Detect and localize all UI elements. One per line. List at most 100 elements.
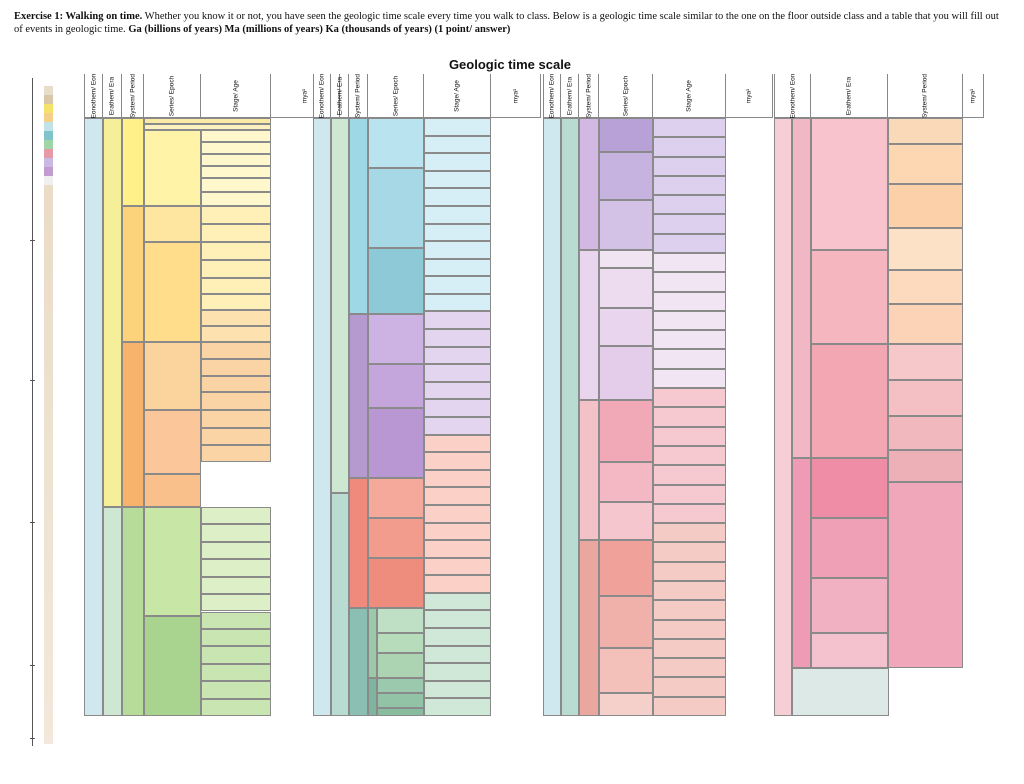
header-cell: mya¹ <box>726 74 773 118</box>
stage-cell <box>653 503 726 524</box>
intro-paragraph: Exercise 1: Walking on time. Whether you… <box>14 10 1010 36</box>
stage-cell <box>424 417 491 435</box>
panel-cenozoic: Eonothem/ Eon Erathem/ Era System/ Period S… <box>84 73 340 716</box>
epoch-cell <box>599 462 653 502</box>
stage-cell <box>653 445 726 466</box>
stage-cell <box>201 576 271 595</box>
stage-cell <box>653 523 726 543</box>
epoch-cell <box>377 678 424 693</box>
stage-cell <box>424 364 491 382</box>
epoch-cell <box>599 346 653 400</box>
stage-cell <box>201 130 271 142</box>
stage-cell <box>653 658 726 678</box>
stage-cell <box>201 628 271 647</box>
stage-cell <box>201 310 271 326</box>
stage-cell <box>653 368 726 389</box>
header-cell: Stage/ Age <box>201 74 271 118</box>
epoch-cell <box>599 308 653 346</box>
period-cell <box>349 478 368 608</box>
eon-cell <box>543 118 561 716</box>
stage-cell <box>653 426 726 446</box>
period-cell <box>579 118 599 250</box>
stage-cell <box>653 465 726 485</box>
stage-cell <box>653 175 726 196</box>
header-label: mya¹ <box>745 88 753 103</box>
stage-cell <box>653 310 726 331</box>
stage-cell <box>424 434 491 453</box>
stage-cell <box>424 276 491 294</box>
header-cell: Series/ Epoch <box>368 74 424 118</box>
stage-cell <box>201 428 271 445</box>
epoch-cell <box>368 478 424 518</box>
epoch-cell <box>368 558 424 608</box>
stage-cell <box>653 561 726 581</box>
era-cell <box>811 458 888 518</box>
stage-cell <box>424 557 491 576</box>
header-label: Stage/ Age <box>232 79 239 112</box>
stage-cell <box>201 278 271 294</box>
ruler-band <box>44 158 53 167</box>
stage-cell <box>424 399 491 417</box>
stage-cell <box>201 392 271 410</box>
period-cell <box>888 380 963 416</box>
stage-cell <box>424 592 491 611</box>
stage-cell <box>201 541 271 560</box>
ruler-band <box>44 176 53 185</box>
header-label: Stage/ Age <box>453 79 461 112</box>
ruler-band <box>44 95 53 104</box>
eon-sub-cell <box>792 458 811 668</box>
stage-cell <box>653 580 726 601</box>
stage-cell <box>424 381 491 400</box>
header-cell: Eonothem/ Eon <box>543 73 561 118</box>
epoch-cell <box>144 342 201 410</box>
header-label: Eonothem/ Eon <box>318 73 326 118</box>
epoch-cell <box>144 507 201 616</box>
stage-cell <box>424 698 491 716</box>
epoch-cell <box>144 130 201 206</box>
stage-cell <box>424 188 491 206</box>
epoch-cell <box>377 693 424 708</box>
period-cell <box>888 270 963 304</box>
stage-cell <box>201 166 271 178</box>
period-cell <box>888 416 963 450</box>
stage-cell <box>201 326 271 342</box>
stage-cell <box>424 223 491 242</box>
epoch-cell <box>377 633 424 653</box>
epoch-cell <box>599 250 653 268</box>
epoch-cell <box>368 248 424 314</box>
header-cell: mya¹ <box>963 74 984 118</box>
stage-cell <box>201 359 271 376</box>
epoch-cell <box>377 708 424 716</box>
stage-cell <box>201 507 271 525</box>
stage-cell <box>653 484 726 504</box>
header-cell: mya¹ <box>491 74 541 118</box>
stage-cell <box>201 376 271 392</box>
period-cell <box>122 118 144 206</box>
epoch-cell <box>599 693 653 716</box>
stage-cell <box>201 142 271 154</box>
era-cell <box>811 578 888 633</box>
header-cell: Eonothem/ Eon <box>774 73 811 118</box>
era-cell <box>331 118 349 493</box>
stage-cell <box>424 469 491 488</box>
period-cell <box>122 507 144 716</box>
header-cell: Erathem/ Era <box>561 74 579 118</box>
era-cell <box>811 518 888 578</box>
epoch-cell <box>144 410 201 474</box>
stage-cell <box>201 445 271 462</box>
header-cell: Erathem/ Era <box>331 74 349 118</box>
stage-cell <box>653 156 726 176</box>
stage-cell <box>424 135 491 154</box>
stage-cell <box>201 681 271 699</box>
stage-cell <box>424 241 491 259</box>
stage-cell <box>653 407 726 427</box>
header-label: mya¹ <box>301 88 309 103</box>
stage-cell <box>653 118 726 138</box>
stage-cell <box>201 611 271 629</box>
stage-cell <box>201 178 271 192</box>
epoch-cell <box>599 400 653 462</box>
header-cell: mya¹ <box>271 74 340 118</box>
epoch-cell <box>599 152 653 200</box>
stage-cell <box>424 118 491 136</box>
stage-cell <box>424 663 491 681</box>
